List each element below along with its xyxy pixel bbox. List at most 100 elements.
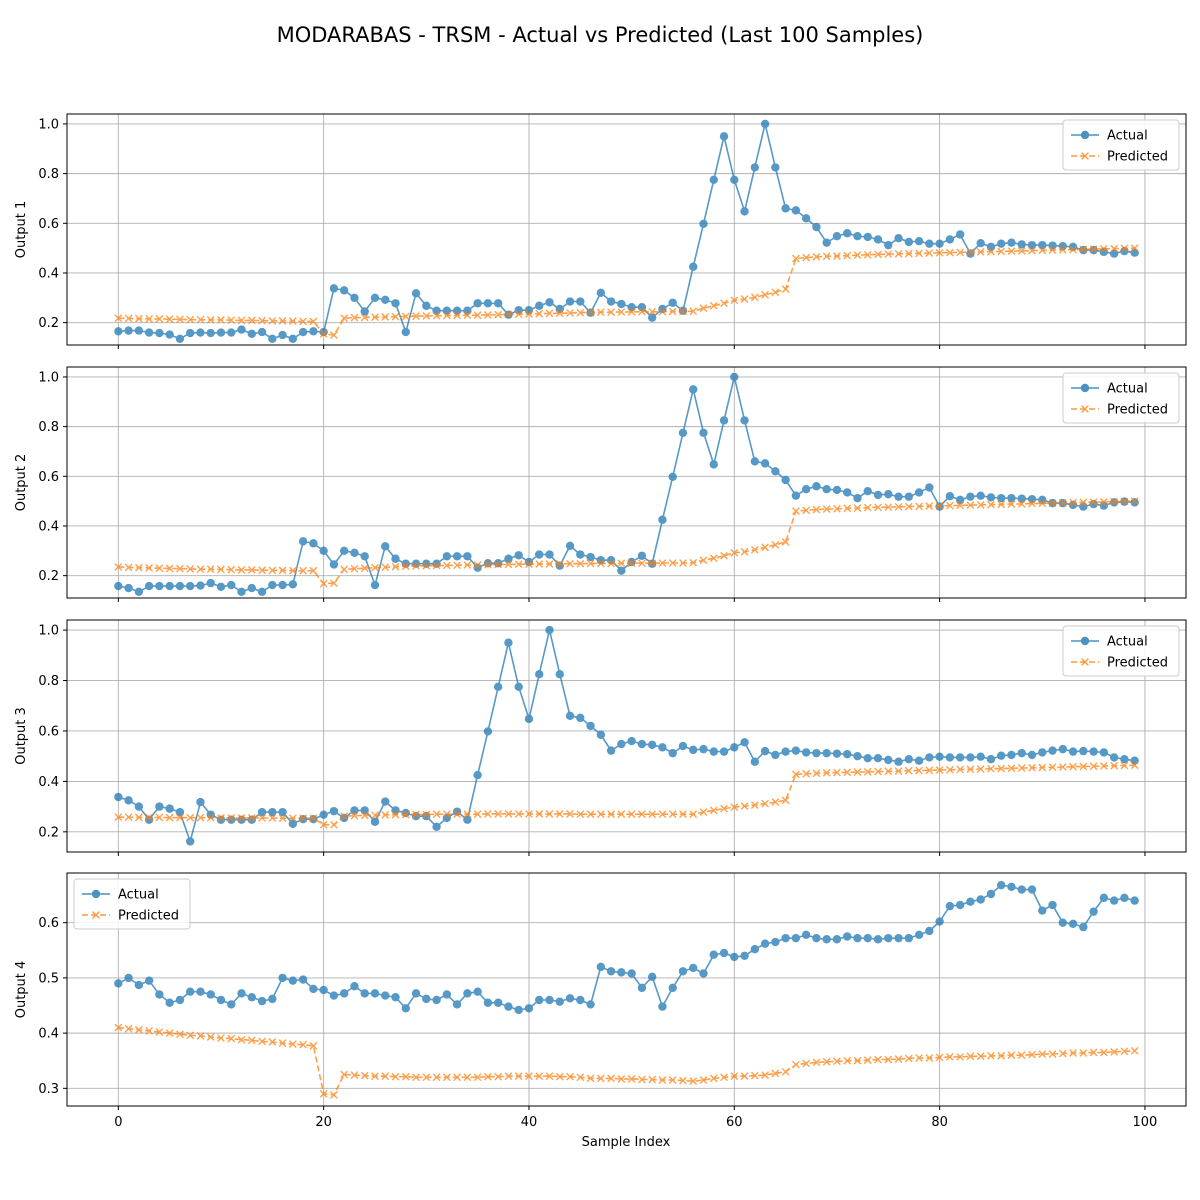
data-point-actual [227, 1000, 236, 1009]
data-point-predicted [833, 768, 841, 777]
data-point-predicted [1130, 1046, 1139, 1055]
data-point-actual [165, 330, 174, 339]
data-point-actual [976, 238, 985, 248]
y-tick-label: 0.3 [38, 1082, 59, 1097]
data-point-predicted [617, 1075, 626, 1083]
data-point-actual [155, 328, 164, 338]
data-point-predicted [514, 560, 523, 569]
x-axis-label: Sample Index [582, 1135, 671, 1150]
data-point-actual [914, 488, 924, 497]
data-point-predicted [987, 500, 995, 509]
data-point-predicted [576, 810, 585, 819]
data-point-predicted [309, 566, 318, 575]
data-point-actual [986, 493, 996, 502]
data-point-predicted [802, 506, 811, 515]
legend-marker-x [92, 911, 100, 919]
legend-marker-circle [91, 889, 101, 899]
data-point-actual [986, 242, 996, 252]
data-point-predicted [812, 769, 821, 778]
data-point-predicted [945, 1052, 954, 1061]
data-point-predicted [114, 563, 123, 571]
data-point-predicted [658, 810, 667, 819]
subplot-4: 0 20 40 60 80 100 0.3 0.4 0.5 0.6 Output 4 Actual Pr… [14, 872, 1187, 1130]
data-point-predicted [360, 564, 369, 573]
data-point-actual [925, 753, 934, 762]
data-point-predicted [1017, 764, 1026, 772]
data-point-predicted [145, 564, 154, 572]
data-point-predicted [114, 314, 123, 323]
data-point-actual [278, 973, 287, 983]
data-point-actual [360, 307, 369, 316]
data-point-predicted [586, 308, 595, 317]
data-point-actual [914, 930, 924, 940]
data-point-actual [565, 297, 575, 306]
data-point-actual [216, 995, 226, 1005]
data-point-predicted [227, 316, 236, 325]
x-tick-label: 100 [1133, 1115, 1158, 1130]
data-point-predicted [956, 501, 965, 510]
data-point-actual [206, 328, 215, 338]
data-point-actual [493, 998, 503, 1007]
data-point-predicted [124, 314, 133, 323]
data-point-actual [709, 460, 718, 469]
data-point-actual [955, 495, 965, 505]
data-point-predicted [473, 810, 482, 819]
data-point-predicted [514, 310, 523, 319]
data-point-predicted [114, 1023, 123, 1032]
legend-label: Predicted [118, 909, 179, 924]
data-point-predicted [976, 247, 985, 256]
data-point-predicted [422, 1073, 431, 1082]
data-point-actual [524, 1004, 534, 1013]
data-point-actual [678, 741, 688, 751]
data-point-predicted [966, 765, 975, 774]
data-point-actual [288, 334, 298, 343]
data-point-predicted [884, 250, 893, 258]
series-line-predicted [118, 764, 1135, 826]
data-point-predicted [268, 1038, 277, 1046]
data-point-predicted [494, 560, 503, 569]
data-point-predicted [822, 505, 831, 513]
data-point-actual [165, 998, 174, 1007]
data-point-actual [401, 327, 410, 337]
data-point-predicted [966, 1052, 975, 1061]
data-point-actual [997, 239, 1006, 248]
data-point-actual [432, 559, 441, 568]
data-point-predicted [1099, 1048, 1108, 1057]
data-point-predicted [391, 562, 400, 571]
data-point-actual [914, 756, 924, 765]
data-point-predicted [1028, 246, 1036, 255]
data-point-predicted [247, 814, 256, 822]
data-point-predicted [319, 329, 328, 338]
data-point-predicted [381, 313, 390, 321]
legend-marker-circle [1080, 636, 1090, 646]
data-point-actual [1120, 893, 1129, 903]
data-point-predicted [401, 312, 410, 321]
data-point-actual [134, 326, 144, 335]
data-point-predicted [750, 545, 759, 554]
data-point-predicted [668, 307, 677, 316]
data-point-predicted [658, 1076, 667, 1084]
series-predicted [114, 761, 1139, 829]
data-point-actual [760, 459, 770, 468]
y-tick-label: 0.6 [38, 724, 59, 739]
data-point-predicted [309, 317, 318, 326]
data-point-actual [637, 983, 647, 993]
data-point-predicted [514, 810, 523, 818]
data-point-actual [596, 730, 606, 739]
data-point-actual [976, 895, 985, 904]
data-point-predicted [586, 810, 595, 819]
data-point-actual [801, 485, 811, 494]
data-point-predicted [1079, 245, 1088, 254]
data-point-predicted [442, 1073, 451, 1082]
data-point-actual [832, 935, 842, 944]
x-tick-label: 20 [315, 1115, 332, 1130]
data-point-actual [1099, 748, 1109, 757]
data-point-actual [576, 550, 585, 559]
data-point-predicted [1069, 245, 1077, 254]
data-point-actual [884, 933, 893, 943]
data-point-actual [863, 232, 872, 242]
data-point-predicted [258, 316, 266, 325]
data-point-predicted [945, 501, 954, 510]
y-tick-label: 0.8 [38, 167, 59, 182]
